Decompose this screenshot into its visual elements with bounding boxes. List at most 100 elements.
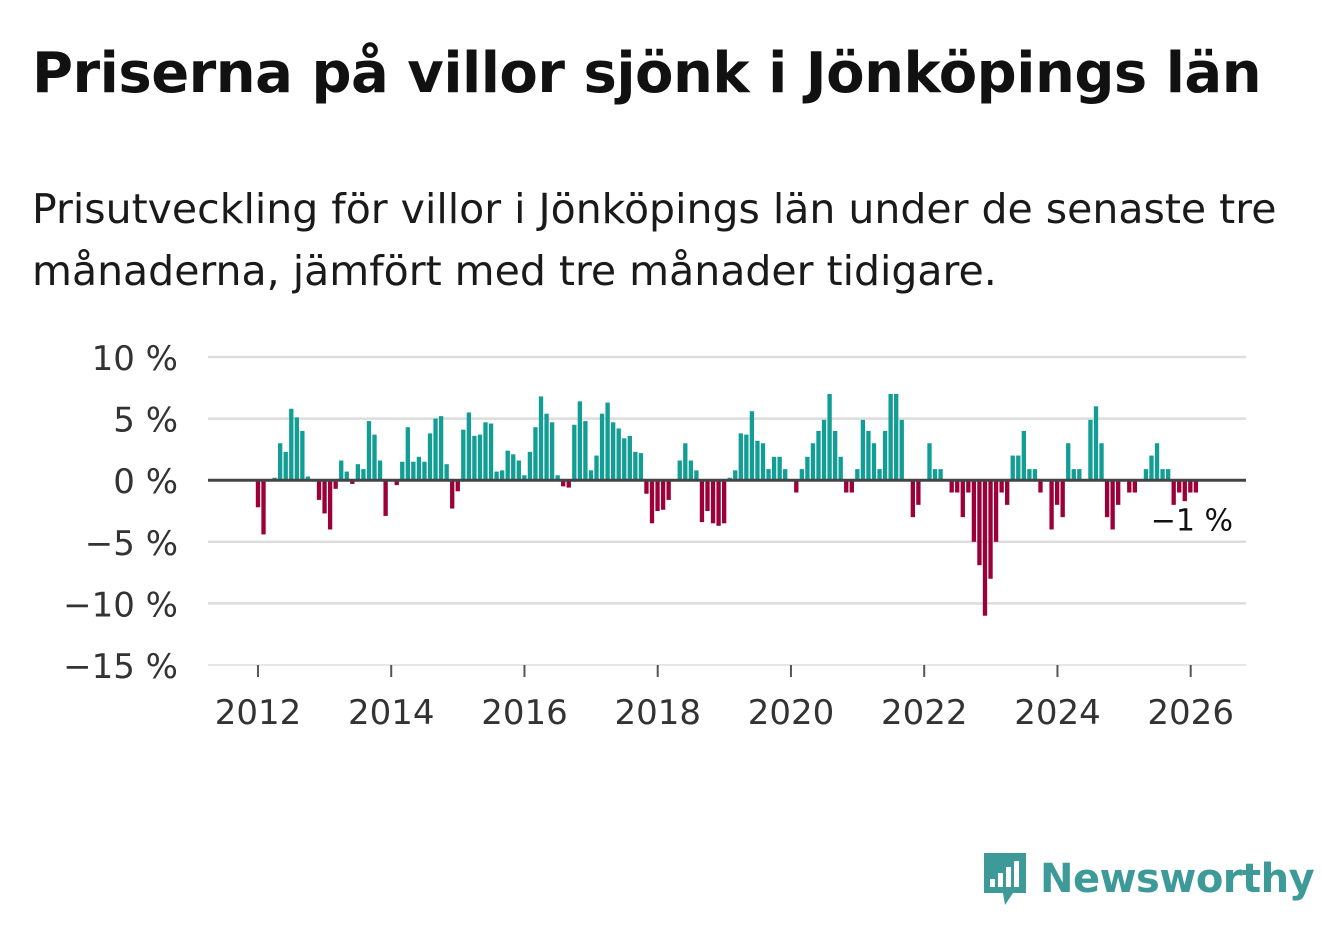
bar — [882, 430, 888, 481]
last-value-label: −1 % — [1151, 504, 1233, 539]
bar — [877, 469, 882, 481]
x-tick-label: 2022 — [881, 693, 968, 733]
bar — [1088, 419, 1093, 481]
bar — [255, 480, 261, 508]
bar — [566, 480, 571, 488]
x-tick-label: 2024 — [1014, 693, 1101, 733]
x-tick-label: 2016 — [481, 693, 568, 733]
bar — [627, 435, 632, 481]
bar — [832, 430, 838, 481]
bar — [1066, 443, 1071, 481]
bar — [955, 480, 960, 493]
bar — [977, 480, 982, 566]
bar — [949, 480, 954, 493]
bar — [294, 417, 299, 481]
bar — [1182, 480, 1187, 502]
bar — [838, 456, 843, 481]
bar — [932, 469, 938, 481]
bar — [644, 480, 649, 494]
bar — [516, 460, 521, 481]
bar — [511, 454, 516, 481]
chart-subtitle: Prisutveckling för villor i Jönköpings l… — [32, 185, 1277, 295]
bar — [427, 433, 433, 481]
bar — [438, 416, 444, 481]
bar — [1149, 455, 1154, 481]
bar — [827, 393, 832, 481]
bar — [394, 480, 399, 486]
bar — [771, 456, 777, 481]
bar — [544, 413, 549, 481]
bar — [794, 480, 799, 493]
bar — [538, 396, 544, 481]
bar — [755, 440, 760, 481]
x-tick-label: 2018 — [614, 693, 701, 733]
bar — [1188, 480, 1193, 493]
bar — [1093, 406, 1099, 481]
bar — [821, 419, 827, 481]
bar — [466, 412, 472, 481]
bar — [610, 422, 616, 481]
bar — [1171, 480, 1176, 505]
bar — [599, 413, 605, 481]
bar — [660, 480, 666, 510]
bar — [633, 451, 638, 481]
bar — [444, 464, 449, 481]
bar — [549, 422, 555, 481]
bar — [400, 461, 405, 481]
bar — [366, 421, 372, 481]
bar — [1132, 480, 1137, 493]
bar — [783, 469, 788, 481]
bar — [777, 456, 782, 481]
bar — [1054, 480, 1060, 505]
bar — [849, 480, 854, 493]
brand-name: Newsworthy — [1040, 856, 1315, 902]
bar — [699, 480, 705, 523]
bar — [416, 456, 422, 481]
x-tick-label: 2026 — [1147, 693, 1234, 733]
bar — [355, 464, 361, 481]
bar — [938, 469, 943, 481]
bar — [616, 428, 621, 481]
bar — [422, 461, 427, 481]
bar — [999, 480, 1004, 493]
bar — [766, 469, 771, 481]
bar — [316, 480, 322, 500]
bar — [488, 423, 494, 481]
bar — [350, 480, 355, 484]
bar — [305, 476, 311, 481]
bar — [383, 480, 388, 516]
bar — [910, 480, 916, 518]
bar — [1071, 469, 1076, 481]
bar — [899, 419, 904, 481]
bar — [533, 427, 538, 481]
chart-title: Priserna på villor sjönk i Jönköpings lä… — [32, 41, 1262, 106]
bar — [1049, 480, 1054, 530]
bar — [333, 480, 338, 489]
newsworthy-logo: Newsworthy — [980, 848, 1315, 910]
bar — [1193, 480, 1199, 493]
bar — [683, 443, 688, 481]
bar — [960, 480, 965, 518]
bar — [677, 460, 682, 481]
bar-chart: 10 % 5 % 0 % −5 % −10 % −15 % 2012 2014 2016 2018… — [63, 339, 1246, 733]
y-tick-label: 0 % — [113, 462, 178, 502]
bar — [866, 430, 871, 481]
bar — [522, 475, 527, 481]
bar — [860, 419, 866, 481]
bar — [1027, 469, 1032, 481]
bar — [561, 480, 566, 487]
bar — [1032, 469, 1038, 481]
bar — [688, 460, 694, 481]
bar — [483, 422, 488, 481]
bar — [1016, 455, 1021, 481]
y-tick-label: −10 % — [63, 585, 178, 625]
bar — [888, 393, 893, 481]
bar — [377, 460, 383, 481]
bar — [1116, 480, 1121, 505]
bar — [594, 455, 599, 481]
bar — [705, 480, 710, 511]
bar — [1077, 469, 1082, 481]
bar — [733, 470, 738, 481]
bar — [655, 480, 660, 511]
bar — [1165, 469, 1171, 481]
